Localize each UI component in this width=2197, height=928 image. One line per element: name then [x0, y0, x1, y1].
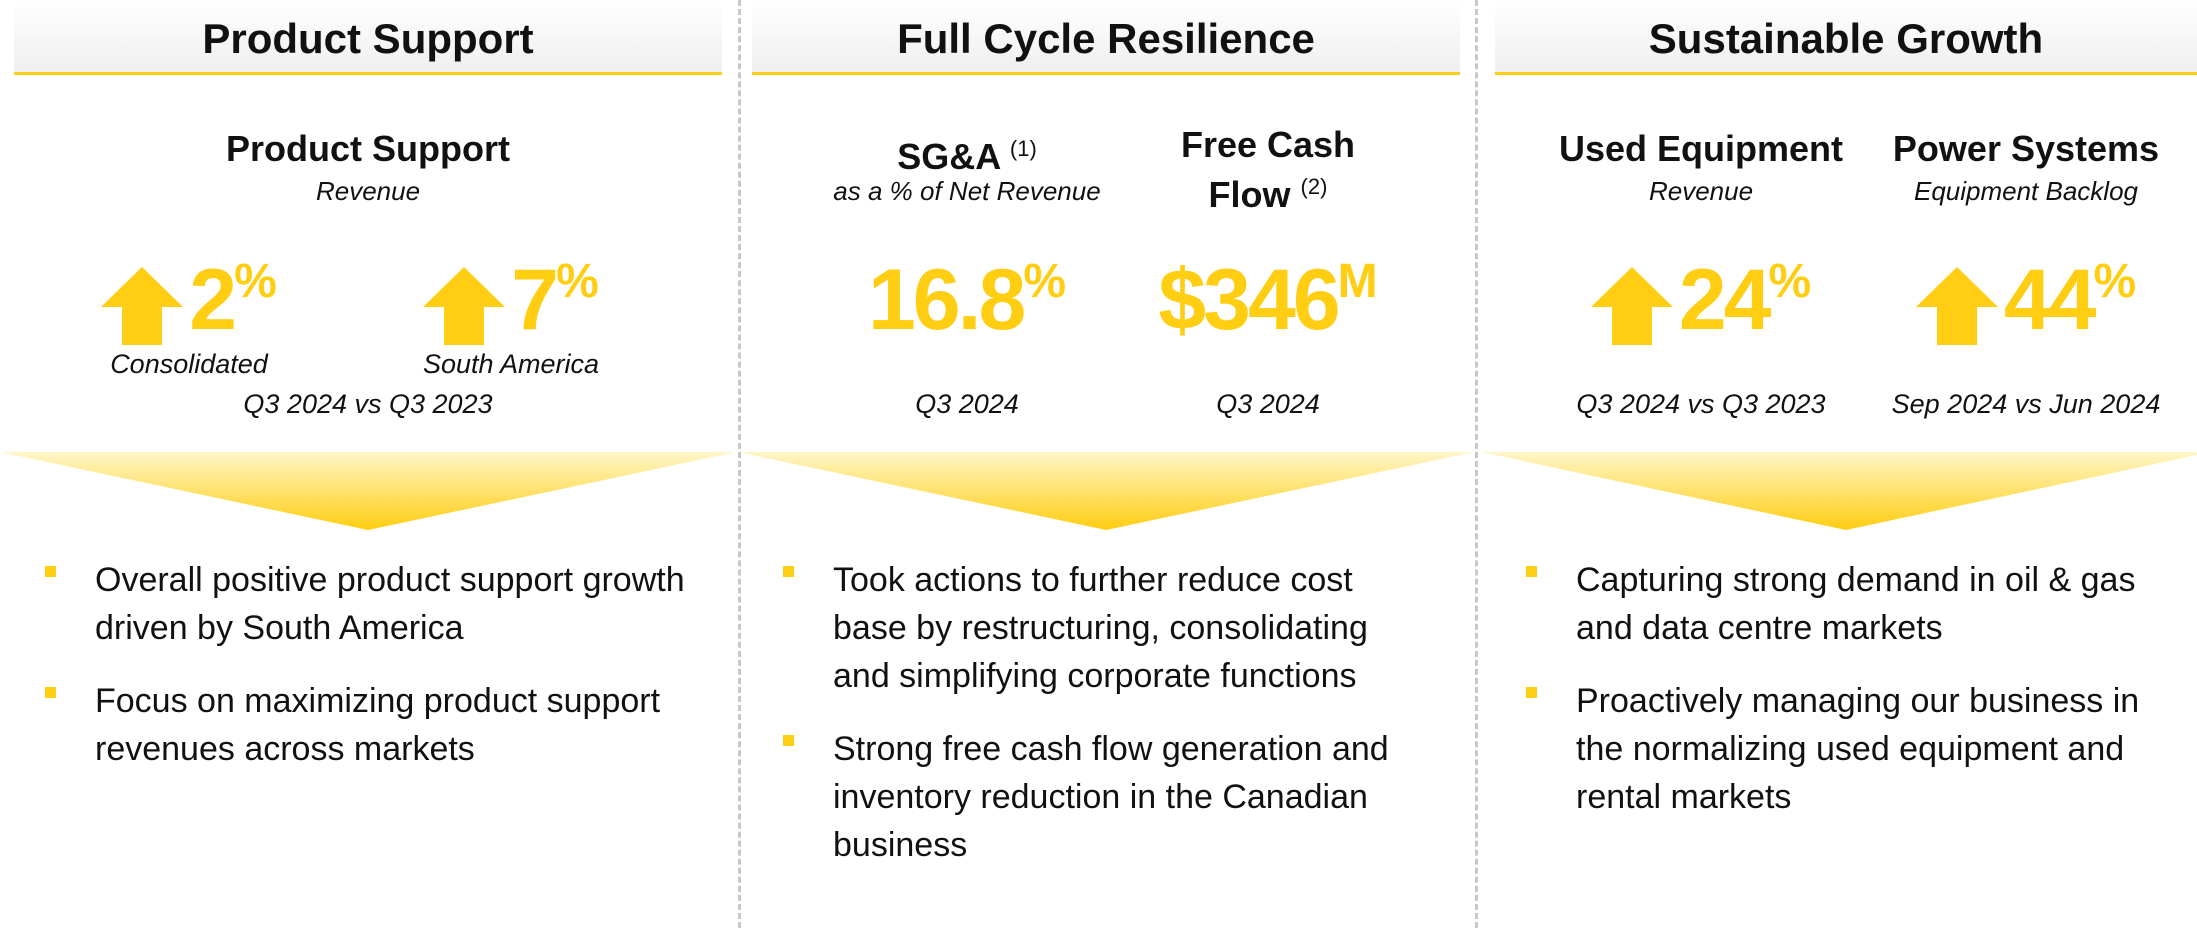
funnel: [1481, 452, 2197, 530]
arrow-up: [1915, 267, 1998, 345]
bullet-text: Proactively managing our business in the…: [1576, 682, 2140, 816]
unit: %: [556, 255, 599, 308]
footnote: (2): [1300, 174, 1328, 199]
bullet-text: Focus on maximizing product support reve…: [95, 682, 661, 768]
metric-label-text: SG&A: [897, 136, 1000, 177]
metric-value: 7%: [291, 250, 731, 350]
metric-sublabel: Revenue: [1501, 176, 1901, 206]
metric-label: Free Cash Flow (2): [1158, 124, 1378, 216]
metric-value: 44%: [1806, 250, 2197, 350]
metric-value: $346 M: [1048, 250, 1488, 350]
metric-caption: Q3 2024 vs Q3 2023: [1576, 389, 1826, 419]
metric-label: Used Equipment: [1536, 128, 1866, 170]
arrow-up: [1590, 267, 1673, 345]
metric-caption: South America: [422, 349, 600, 379]
unit: M: [1337, 255, 1378, 308]
funnel: [738, 452, 1474, 530]
metric-caption: Q3 2024: [1216, 389, 1320, 419]
metric-sublabel-text: Revenue: [1648, 176, 1754, 206]
unit: %: [1023, 255, 1067, 308]
metric-value: 2%: [0, 250, 409, 350]
arrow-up: [101, 267, 184, 345]
metric-sublabel: Revenue: [315, 176, 421, 206]
metric-sublabel: as a % of Net Revenue: [767, 176, 1167, 206]
bullet-text: Took actions to further reduce cost base…: [833, 561, 1368, 695]
bullet-marker: [783, 735, 794, 746]
column-header: Sustainable Growth: [1495, 0, 2197, 75]
value: 24: [1678, 251, 1772, 348]
value: 16.8: [867, 251, 1026, 348]
column-header: Full Cycle Resilience: [752, 0, 1460, 75]
column-divider: [1475, 0, 1478, 928]
unit: %: [234, 255, 277, 308]
bullet-text: Strong free cash flow generation and inv…: [833, 730, 1389, 864]
metric-caption: Q3 2024: [915, 389, 1019, 419]
footnote: (1): [1009, 136, 1037, 161]
metric-value: 16.8%: [747, 250, 1187, 350]
metric-label: SG&A (1): [802, 128, 1132, 178]
period: Q3 2024 vs Q3 2023: [243, 389, 493, 419]
value: $346: [1158, 251, 1340, 348]
value: 2: [189, 251, 237, 348]
metric-label-text: Free Cash Flow: [1180, 124, 1356, 215]
metric-label: Power Systems: [1861, 128, 2191, 170]
bullet-marker: [45, 566, 56, 577]
metric-caption: Consolidated: [110, 349, 268, 379]
unit: %: [1768, 255, 1812, 308]
metric-sublabel: Equipment Backlog: [1826, 176, 2197, 206]
metric-sublabel-text: Equipment Backlog: [1913, 176, 2139, 206]
metric-value: 24%: [1481, 250, 1921, 350]
bullet-text: Capturing strong demand in oil & gas and…: [1576, 561, 2136, 647]
unit: %: [2093, 255, 2137, 308]
bullet-text: Overall positive product support growth …: [95, 561, 685, 647]
funnel: [0, 452, 736, 530]
metric-caption: Sep 2024 vs Jun 2024: [1891, 389, 2161, 419]
bullet-marker: [45, 687, 56, 698]
metric-label: Product Support: [226, 128, 510, 169]
arrow-up: [423, 267, 506, 345]
column-divider: [738, 0, 741, 928]
metric-sublabel-text: as a % of Net Revenue: [833, 176, 1101, 206]
bullet-marker: [1526, 687, 1537, 698]
bullet-marker: [783, 566, 794, 577]
value: 44: [2003, 251, 2097, 348]
metric-label-text: Used Equipment: [1558, 128, 1844, 169]
column-header: Product Support: [14, 0, 722, 75]
value: 7: [511, 251, 559, 348]
bullet-marker: [1526, 566, 1537, 577]
metric-label-text: Power Systems: [1892, 128, 2160, 169]
